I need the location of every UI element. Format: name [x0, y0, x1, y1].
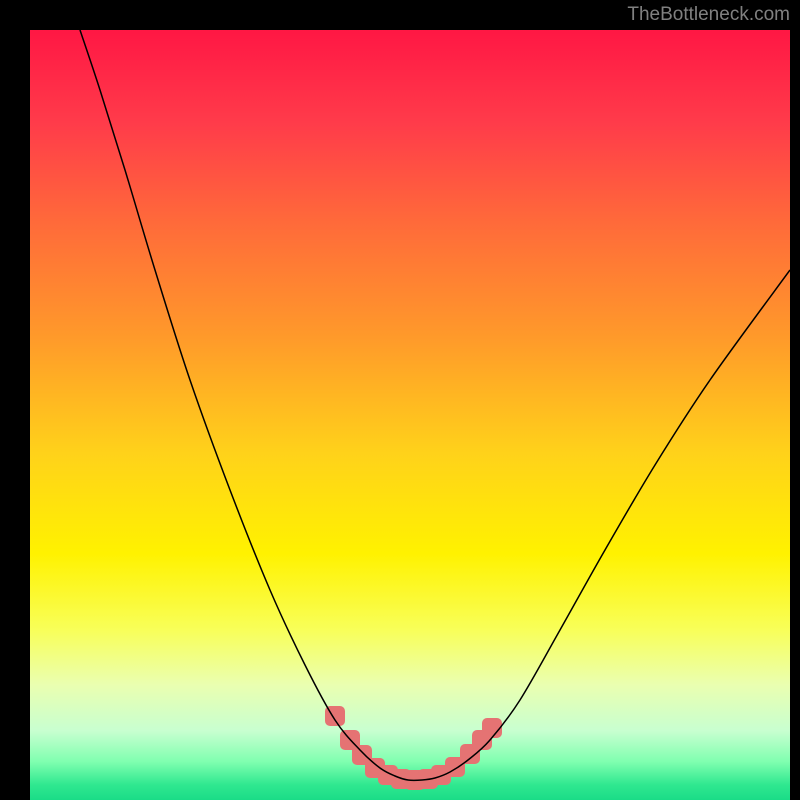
curve-layer — [30, 30, 790, 800]
marker-point — [482, 718, 502, 738]
bottleneck-curve — [80, 30, 790, 780]
watermark-text: TheBottleneck.com — [627, 4, 790, 26]
plot-area — [30, 30, 790, 800]
marker-group — [325, 706, 502, 790]
